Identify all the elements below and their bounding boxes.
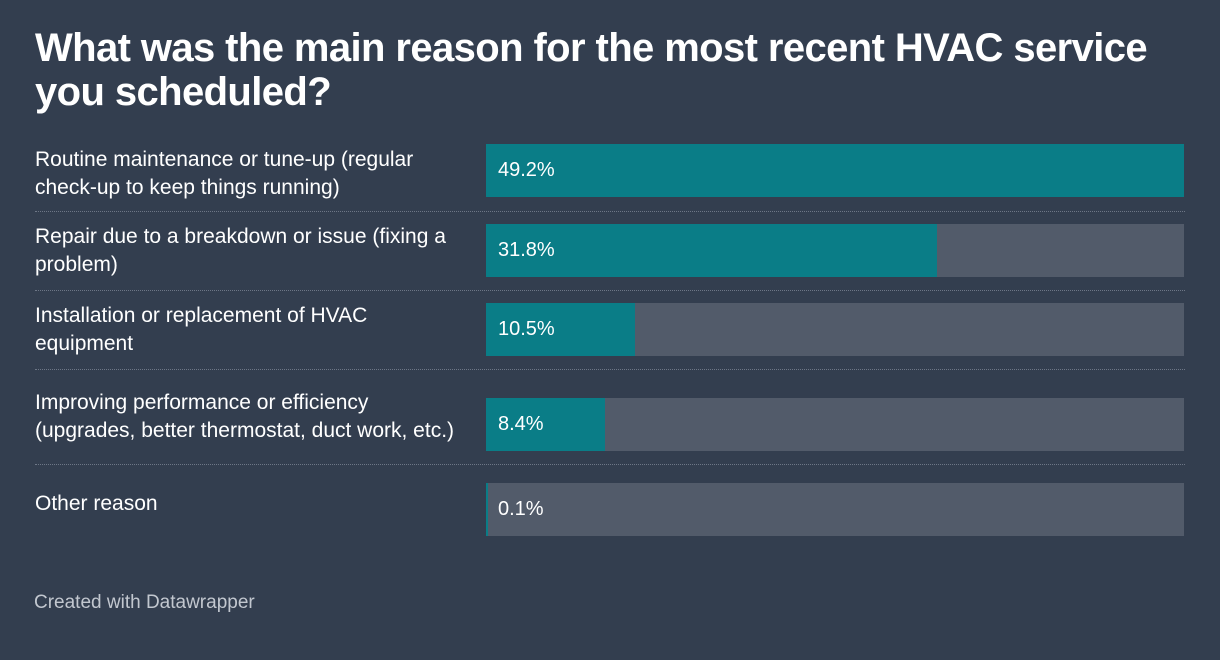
- bar: [486, 398, 606, 451]
- category-label: Routine maintenance or tune-up (regular …: [35, 147, 414, 199]
- bar-row: Repair due to a breakdown or issue (fixi…: [35, 211, 1185, 290]
- bar: [486, 303, 635, 356]
- credit-text[interactable]: Created with Datawrapper: [34, 592, 255, 613]
- bar-track: 8.4%: [486, 398, 1184, 451]
- value-label: 0.1%: [498, 498, 544, 520]
- bar-row: Routine maintenance or tune-up (regular …: [35, 136, 1185, 211]
- value-label: 49.2%: [498, 159, 555, 181]
- category-label: Improving performance or efficiency (upg…: [35, 391, 455, 442]
- chart-title: What was the main reason for the most re…: [35, 26, 1148, 114]
- bar-track: 0.1%: [486, 483, 1184, 536]
- bar: [486, 483, 488, 536]
- bar-row: Improving performance or efficiency (upg…: [35, 369, 1185, 464]
- category-label: Repair due to a breakdown or issue (fixi…: [35, 225, 446, 276]
- value-label: 31.8%: [498, 239, 555, 261]
- value-label: 8.4%: [498, 413, 544, 435]
- bar-chart: Routine maintenance or tune-up (regular …: [35, 136, 1185, 543]
- category-label: Installation or replacement of HVAC equi…: [35, 304, 368, 355]
- bar: [486, 144, 1184, 197]
- bar-row: Installation or replacement of HVAC equi…: [35, 290, 1185, 369]
- bar-track: 49.2%: [486, 144, 1184, 197]
- bar-track: 31.8%: [486, 224, 1184, 277]
- bar-track: 10.5%: [486, 303, 1184, 356]
- bar-row: Other reason 0.1%: [35, 464, 1185, 543]
- bar: [486, 224, 938, 277]
- category-label: Other reason: [35, 492, 158, 515]
- value-label: 10.5%: [498, 318, 555, 340]
